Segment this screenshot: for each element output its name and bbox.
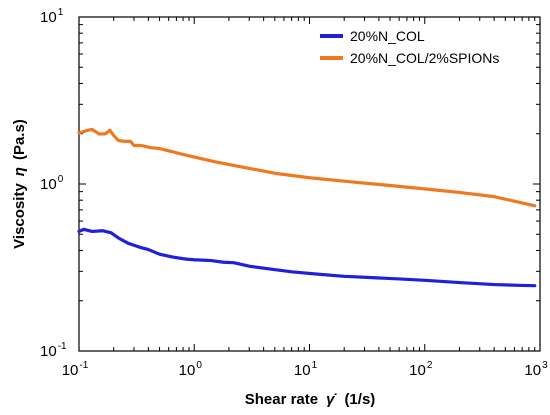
x-tick-base: 10 <box>62 362 79 379</box>
x-axis-title: Shear rate γ̇ (1/s) <box>245 391 376 408</box>
legend-label-series-2: 20%N_COL/2%SPIONs <box>350 50 499 66</box>
x-tick-base: 10 <box>294 362 311 379</box>
x-tick-label: 101 <box>294 360 318 379</box>
y-axis-title: Viscosity η (Pa.s) <box>11 119 28 249</box>
tick-marks <box>78 16 541 352</box>
x-tick-label: 100 <box>179 360 203 379</box>
plot-frame <box>78 16 541 352</box>
y-tick-base: 10 <box>40 9 57 26</box>
y-tick-exponent: 0 <box>58 174 64 185</box>
x-tick-base: 10 <box>524 362 541 379</box>
series-lines <box>77 127 537 288</box>
y-axis-symbol: η <box>11 167 28 176</box>
y-axis-label: Viscosity <box>11 183 28 249</box>
x-axis-unit: (1/s) <box>344 391 375 408</box>
y-tick-base: 10 <box>40 343 57 360</box>
y-tick-exponent: -1 <box>58 341 67 352</box>
x-tick-label: 10-1 <box>62 360 89 379</box>
x-tick-exponent: 0 <box>196 360 202 371</box>
y-tick-exponent: 1 <box>58 7 64 18</box>
y-tick-label: 100 <box>40 174 64 193</box>
series-line-1 <box>77 227 537 288</box>
x-tick-exponent: 1 <box>312 360 318 371</box>
legend-label-series-1: 20%N_COL <box>350 28 425 44</box>
x-axis-label: Shear rate <box>245 391 318 408</box>
y-tick-label: 101 <box>40 7 64 26</box>
legend: 20%N_COL 20%N_COL/2%SPIONs <box>320 28 499 66</box>
x-tick-exponent: 3 <box>542 360 548 371</box>
x-tick-exponent: 2 <box>427 360 433 371</box>
x-tick-base: 10 <box>409 362 426 379</box>
x-tick-label: 103 <box>524 360 548 379</box>
x-tick-base: 10 <box>179 362 196 379</box>
x-axis-symbol: γ̇ <box>326 391 337 408</box>
y-tick-label: 10-1 <box>40 341 67 360</box>
series-line-2 <box>77 127 537 208</box>
y-axis-unit: (Pa.s) <box>11 119 28 160</box>
y-tick-base: 10 <box>40 176 57 193</box>
x-tick-exponent: -1 <box>79 360 88 371</box>
x-tick-label: 102 <box>409 360 433 379</box>
